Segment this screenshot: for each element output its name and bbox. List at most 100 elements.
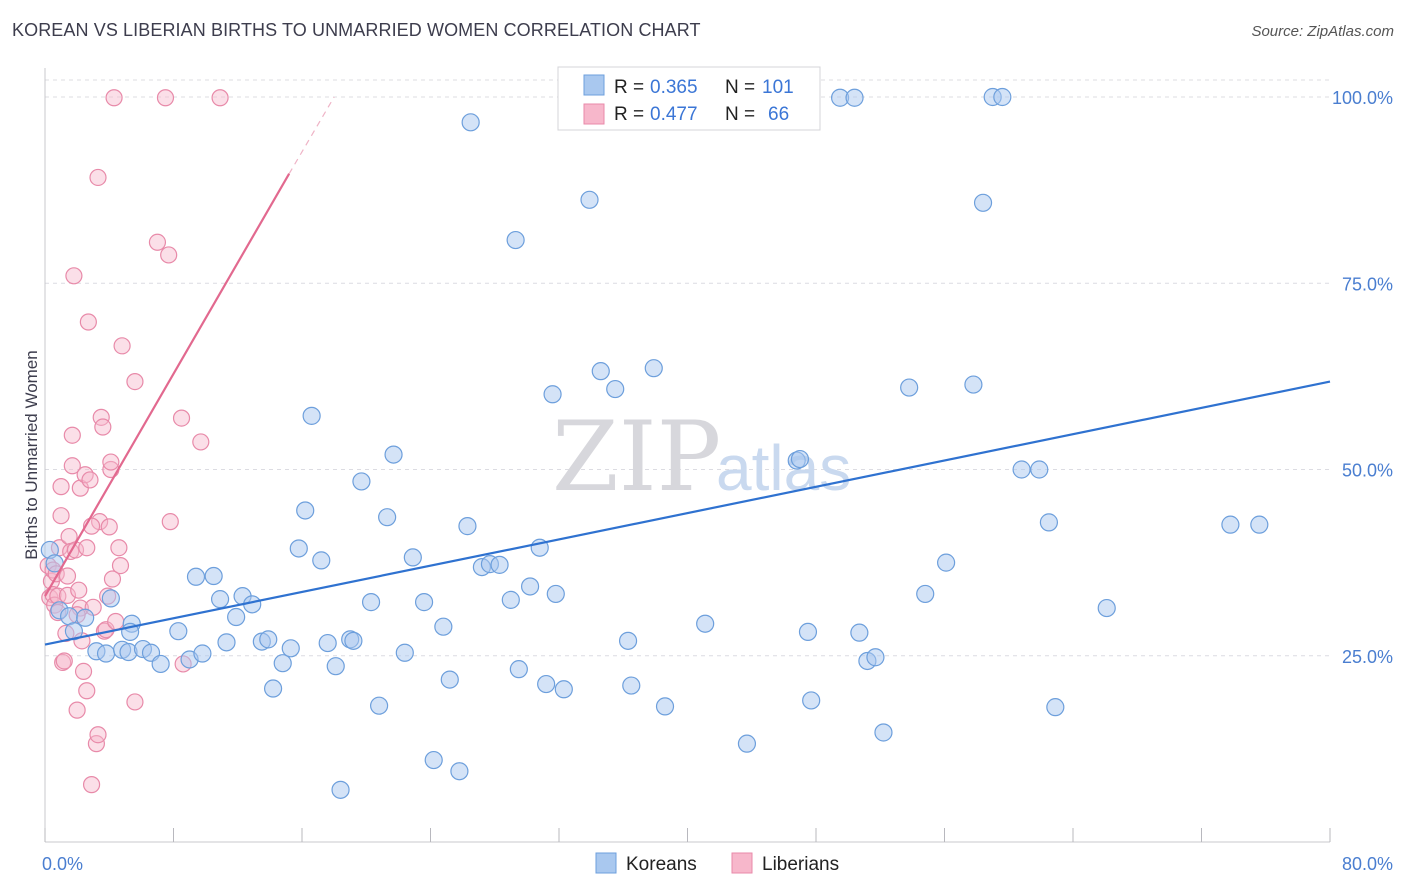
liberian-point <box>78 682 96 700</box>
korean-point <box>217 633 236 652</box>
korean-point <box>76 608 95 627</box>
axes-layer: 25.0% 50.0% 75.0% 100.0% 0.0% 80.0% <box>42 68 1393 874</box>
liberian-point <box>82 776 101 794</box>
korean-point <box>606 379 625 399</box>
korean-point <box>964 375 983 394</box>
liberian-point <box>156 89 175 107</box>
grid-layer <box>45 79 1330 657</box>
korean-point <box>312 551 331 570</box>
liberian-point <box>192 433 210 451</box>
korean-point <box>302 406 321 425</box>
legend-n-label-koreans: N = <box>725 77 755 98</box>
liberian-point <box>78 539 96 557</box>
korean-point <box>737 734 757 753</box>
korean-point <box>1221 515 1240 534</box>
korean-point <box>543 385 562 404</box>
korean-point <box>655 697 675 716</box>
y-tick-label: 50.0% <box>1342 461 1393 481</box>
korean-point <box>520 577 540 596</box>
korean-point <box>916 584 935 604</box>
korean-point <box>937 553 956 572</box>
korean-point <box>263 679 283 698</box>
liberian-point <box>58 586 77 605</box>
korean-point <box>461 113 480 132</box>
korean-point <box>509 660 528 679</box>
korean-point <box>450 762 469 781</box>
liberian-point <box>103 570 122 588</box>
liberian-point <box>94 418 112 436</box>
korean-point <box>403 548 422 567</box>
legend-r-label-koreans: R = <box>614 77 644 98</box>
legend-r-value-koreans: 0.365 <box>650 77 698 98</box>
korean-point <box>900 378 919 397</box>
korean-point <box>424 750 443 770</box>
korean-point <box>501 590 520 609</box>
y-tick-label: 100.0% <box>1332 88 1393 108</box>
korean-point <box>434 617 453 636</box>
korean-point <box>344 631 363 650</box>
korean-point <box>378 508 397 527</box>
korean-point <box>186 567 206 586</box>
korean-point <box>993 87 1012 107</box>
korean-point <box>259 630 278 649</box>
korean-point <box>326 657 345 676</box>
liberian-point <box>52 507 70 525</box>
liberian-point <box>107 612 125 631</box>
y-tick-label: 75.0% <box>1342 274 1393 294</box>
korean-point <box>458 517 477 536</box>
liberian-point <box>113 337 131 355</box>
liberian-point <box>63 426 81 444</box>
legend-r-value-liberians: 0.477 <box>650 104 698 125</box>
koreans-points <box>40 87 1269 799</box>
liberian-point <box>102 453 120 471</box>
korean-point <box>866 648 885 667</box>
liberian-point <box>126 693 144 711</box>
korean-point <box>440 670 459 689</box>
liberian-point <box>55 652 73 670</box>
korean-point <box>331 780 350 799</box>
korean-point <box>618 631 638 650</box>
korean-point <box>210 590 230 609</box>
liberian-point <box>76 466 94 484</box>
bottom-legend: Koreans Liberians <box>595 852 839 875</box>
korean-point <box>384 445 403 464</box>
liberian-point <box>160 246 178 264</box>
korean-point <box>798 622 818 642</box>
x-tick-label-max: 80.0% <box>1342 854 1393 874</box>
bottom-legend-swatch-liberians <box>731 852 753 874</box>
liberian-point <box>172 409 191 427</box>
liberian-point <box>81 471 99 489</box>
legend-swatch-liberians <box>583 103 605 125</box>
legend-swatch-koreans <box>583 74 605 96</box>
korean-point <box>696 614 715 633</box>
liberian-point <box>65 267 83 285</box>
korean-point <box>546 584 565 604</box>
korean-point <box>281 639 300 658</box>
liberian-point <box>70 581 88 599</box>
bottom-legend-liberians: Liberians <box>762 854 839 875</box>
source-label: Source: ZipAtlas.com <box>1251 23 1394 40</box>
liberian-point <box>52 478 70 496</box>
korean-point <box>580 190 599 209</box>
korean-point <box>395 643 414 662</box>
bottom-legend-koreans: Koreans <box>626 854 697 875</box>
bottom-legend-swatch-koreans <box>595 852 617 874</box>
korean-point <box>591 362 610 381</box>
korean-point <box>490 555 509 574</box>
korean-point <box>973 193 993 212</box>
korean-point <box>1250 515 1269 534</box>
korean-point <box>644 359 663 378</box>
liberian-point <box>211 89 229 107</box>
korean-point <box>506 230 525 250</box>
liberian-point <box>105 89 123 107</box>
korean-point <box>273 654 292 673</box>
liberian-trend-line <box>44 173 291 597</box>
korean-point <box>537 674 556 694</box>
liberian-point <box>161 513 179 531</box>
korean-point <box>790 449 810 469</box>
liberian-point <box>89 168 107 187</box>
korean-point <box>802 691 821 710</box>
trend-lines <box>44 96 1331 646</box>
korean-point <box>850 623 869 642</box>
